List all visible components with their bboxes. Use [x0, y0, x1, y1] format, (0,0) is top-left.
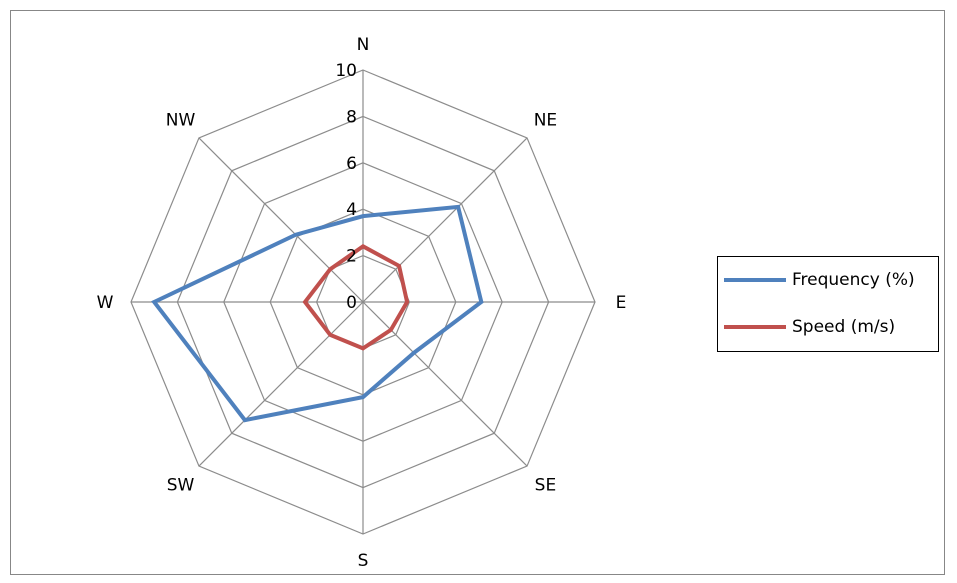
radial-tick-label: 6 [346, 154, 357, 174]
direction-label-n: N [357, 35, 370, 55]
legend-swatch-frequency [724, 278, 786, 282]
radial-tick-labels: 0 2 4 6 8 10 [335, 61, 357, 313]
direction-label-w: W [97, 293, 114, 313]
legend: Frequency (%) Speed (m/s) [717, 256, 939, 352]
direction-label-sw: SW [167, 475, 195, 495]
radar-spokes [131, 70, 595, 534]
legend-item-speed: Speed (m/s) [724, 315, 895, 339]
radar-series [151, 204, 484, 423]
radial-tick-label: 0 [346, 293, 357, 313]
direction-label-se: SE [535, 475, 557, 495]
direction-label-ne: NE [534, 111, 557, 131]
direction-label-e: E [616, 293, 627, 313]
legend-item-frequency: Frequency (%) [724, 268, 915, 292]
radial-tick-label: 2 [346, 247, 357, 267]
direction-label-nw: NW [166, 111, 196, 131]
legend-label-frequency: Frequency (%) [792, 270, 915, 290]
radial-tick-label: 10 [335, 61, 357, 81]
legend-swatch-speed [724, 325, 786, 329]
direction-labels: N NE E SE S SW W NW [97, 35, 627, 571]
radial-tick-label: 8 [346, 107, 357, 127]
legend-label-speed: Speed (m/s) [792, 317, 896, 337]
spoke-sw [198, 301, 364, 467]
spoke-ne [362, 137, 528, 303]
spoke-nw [198, 137, 364, 303]
radial-tick-label: 4 [346, 200, 357, 220]
direction-label-s: S [358, 551, 369, 571]
